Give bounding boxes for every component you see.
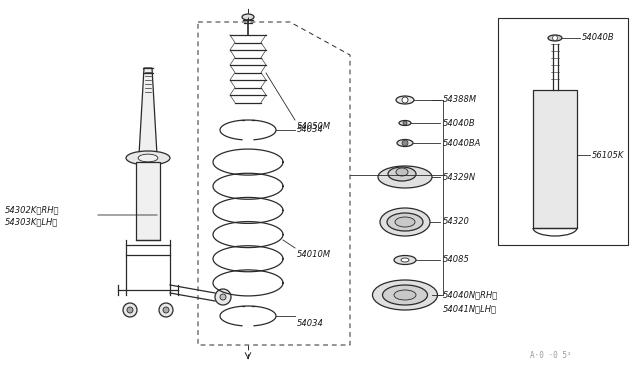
Circle shape [163,307,169,313]
Ellipse shape [394,290,416,300]
Circle shape [127,307,133,313]
Text: 56105K: 56105K [592,151,625,160]
Circle shape [123,303,137,317]
Text: 54303K〈LH〉: 54303K〈LH〉 [5,218,58,227]
Ellipse shape [401,258,409,262]
Ellipse shape [380,208,430,236]
Text: 54050M: 54050M [297,122,331,131]
Ellipse shape [399,121,411,125]
Circle shape [215,289,231,305]
Ellipse shape [388,167,416,181]
Text: 54034: 54034 [297,319,324,328]
Circle shape [402,140,408,146]
Ellipse shape [383,285,428,305]
Ellipse shape [548,35,562,41]
Text: 54320: 54320 [443,218,470,227]
Bar [136,162,160,240]
Ellipse shape [387,213,423,231]
Text: 54040B: 54040B [443,119,476,128]
Text: 54040BA: 54040BA [443,138,481,148]
Text: 54329N: 54329N [443,173,476,182]
Text: 54010M: 54010M [297,250,331,259]
Text: 54040B: 54040B [582,33,614,42]
Ellipse shape [242,14,254,20]
Circle shape [552,35,557,41]
Circle shape [159,303,173,317]
Text: 54041N〈LH〉: 54041N〈LH〉 [443,305,497,314]
Ellipse shape [138,154,158,162]
Text: 54085: 54085 [443,256,470,264]
Circle shape [220,294,226,300]
Ellipse shape [396,168,408,176]
Text: A·0 ·0 5²: A·0 ·0 5² [530,350,572,359]
Ellipse shape [396,96,414,104]
Text: 54040N〈RH〉: 54040N〈RH〉 [443,291,499,299]
Circle shape [402,97,408,103]
Ellipse shape [126,151,170,165]
Ellipse shape [394,256,416,264]
Text: 54034: 54034 [297,125,324,135]
Polygon shape [139,68,157,155]
Text: 54388M: 54388M [443,96,477,105]
Text: 54302K〈RH〉: 54302K〈RH〉 [5,205,60,215]
Ellipse shape [372,280,438,310]
Ellipse shape [395,217,415,227]
Bar [533,90,577,228]
Bar [498,18,628,245]
Ellipse shape [397,140,413,147]
Circle shape [403,121,407,125]
Ellipse shape [378,166,432,188]
